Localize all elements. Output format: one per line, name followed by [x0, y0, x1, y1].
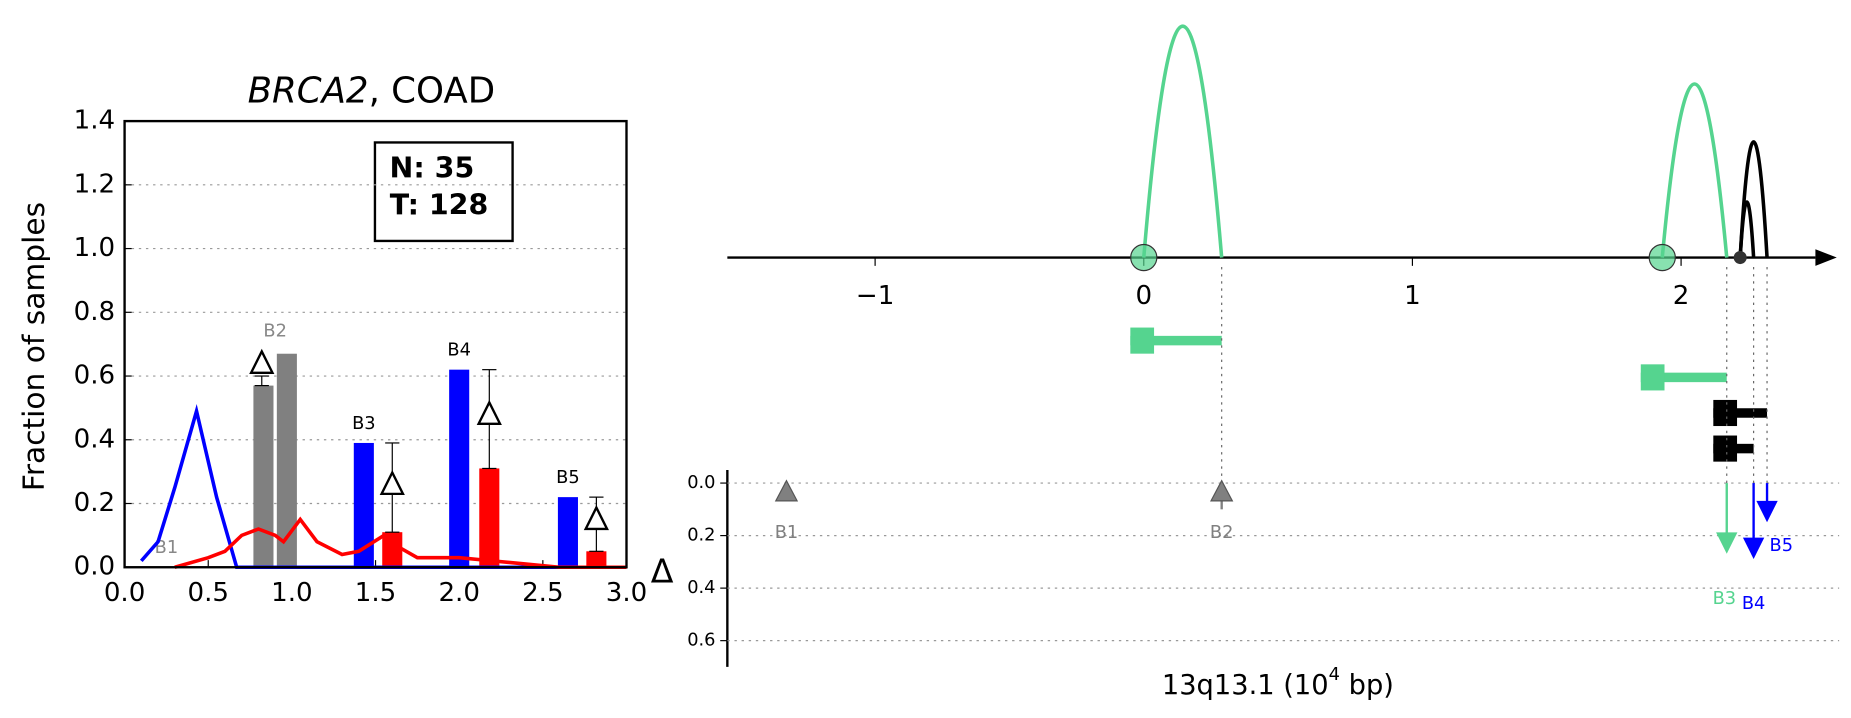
delta-marker: [1742, 537, 1765, 559]
density-line: [174, 516, 627, 570]
marker-label: B4: [1742, 593, 1766, 614]
site: [1648, 243, 1676, 272]
x-tick-label: −1: [856, 281, 894, 311]
transcript-start: [1640, 364, 1665, 391]
y-tick-label: 1.2: [74, 169, 116, 199]
bar: [586, 551, 607, 568]
bar: [253, 385, 274, 568]
y-tick-label: 0.0: [687, 472, 715, 493]
x-tick-label: 1.0: [271, 578, 312, 608]
arc: [1141, 24, 1224, 258]
bar: [353, 442, 374, 568]
title-gene: BRCA2: [248, 71, 369, 112]
delta-marker: [1756, 500, 1778, 523]
transcript: [1713, 408, 1768, 418]
group-label: B2: [263, 320, 287, 341]
delta-axis-label: Δ: [651, 552, 674, 591]
bar: [479, 468, 500, 568]
site: [1733, 251, 1747, 265]
delta-marker: [1716, 532, 1738, 554]
annotation-tumor: T: 128: [390, 189, 489, 222]
transcript-start: [1713, 435, 1738, 462]
bar: [557, 497, 578, 568]
marker-label: B2: [1210, 522, 1234, 543]
marker-label: B5: [1770, 535, 1794, 556]
transcript: [1640, 372, 1727, 383]
y-tick-label: 0.0: [74, 552, 116, 582]
group-label: B4: [447, 340, 471, 361]
plot-frame: [123, 119, 628, 569]
y-tick-label: 0.4: [74, 424, 116, 454]
delta-marker: [379, 469, 405, 496]
x-axis-label: 13q13.1 (104 bp): [1162, 664, 1394, 700]
annotation-normal: N: 35: [390, 152, 475, 185]
delta-marker: [583, 504, 609, 531]
x-tick-label: 0.0: [104, 578, 146, 608]
delta-marker: [774, 479, 799, 502]
title-cohort: , COAD: [369, 71, 496, 112]
x-tick-label: 0: [1135, 281, 1152, 311]
annotation-box: [373, 141, 514, 243]
y-tick-label: 1.0: [74, 233, 116, 263]
delta-marker: [249, 348, 275, 374]
bar: [276, 353, 297, 568]
x-tick-label: 2.5: [522, 578, 564, 608]
x-label-unit: bp): [1340, 669, 1394, 700]
bar: [382, 532, 403, 568]
y-tick-label: 0.8: [74, 297, 116, 327]
group-label: B3: [352, 413, 376, 434]
x-tick-label: 3.0: [606, 578, 648, 608]
x-tick-label: 2: [1673, 281, 1690, 311]
transcript: [1130, 335, 1222, 346]
x-tick-label: 1.5: [355, 578, 397, 608]
group-label: B5: [556, 467, 580, 488]
x-tick-label: 0.5: [187, 578, 229, 608]
y-tick-label: 0.2: [687, 525, 715, 546]
marker-label: B1: [775, 522, 799, 543]
transcript-start: [1713, 399, 1738, 427]
y-tick-label: 0.6: [74, 361, 116, 391]
chart-title: BRCA2, COAD: [248, 71, 496, 112]
x-label-exponent: 4: [1329, 664, 1340, 685]
x-tick-label: 2.0: [438, 578, 480, 608]
site: [1130, 243, 1158, 272]
arc: [1738, 200, 1756, 258]
y-tick-label: 0.4: [687, 577, 715, 598]
y-tick-label: 1.4: [74, 106, 116, 136]
arc: [1660, 82, 1729, 258]
y-tick-label: 0.2: [74, 488, 116, 518]
axis-arrow: [1815, 249, 1837, 266]
x-tick-label: 1: [1404, 281, 1421, 311]
y-axis-label: Fraction of samples: [16, 202, 51, 491]
delta-marker: [476, 399, 502, 425]
transcript-start: [1130, 327, 1155, 354]
group-label: B1: [155, 537, 179, 558]
bar: [449, 369, 470, 568]
delta-marker: [1210, 479, 1234, 502]
y-tick-label: 0.6: [687, 630, 715, 651]
marker-label: B3: [1713, 588, 1737, 609]
x-label-text: 13q13.1 (10: [1162, 669, 1329, 700]
